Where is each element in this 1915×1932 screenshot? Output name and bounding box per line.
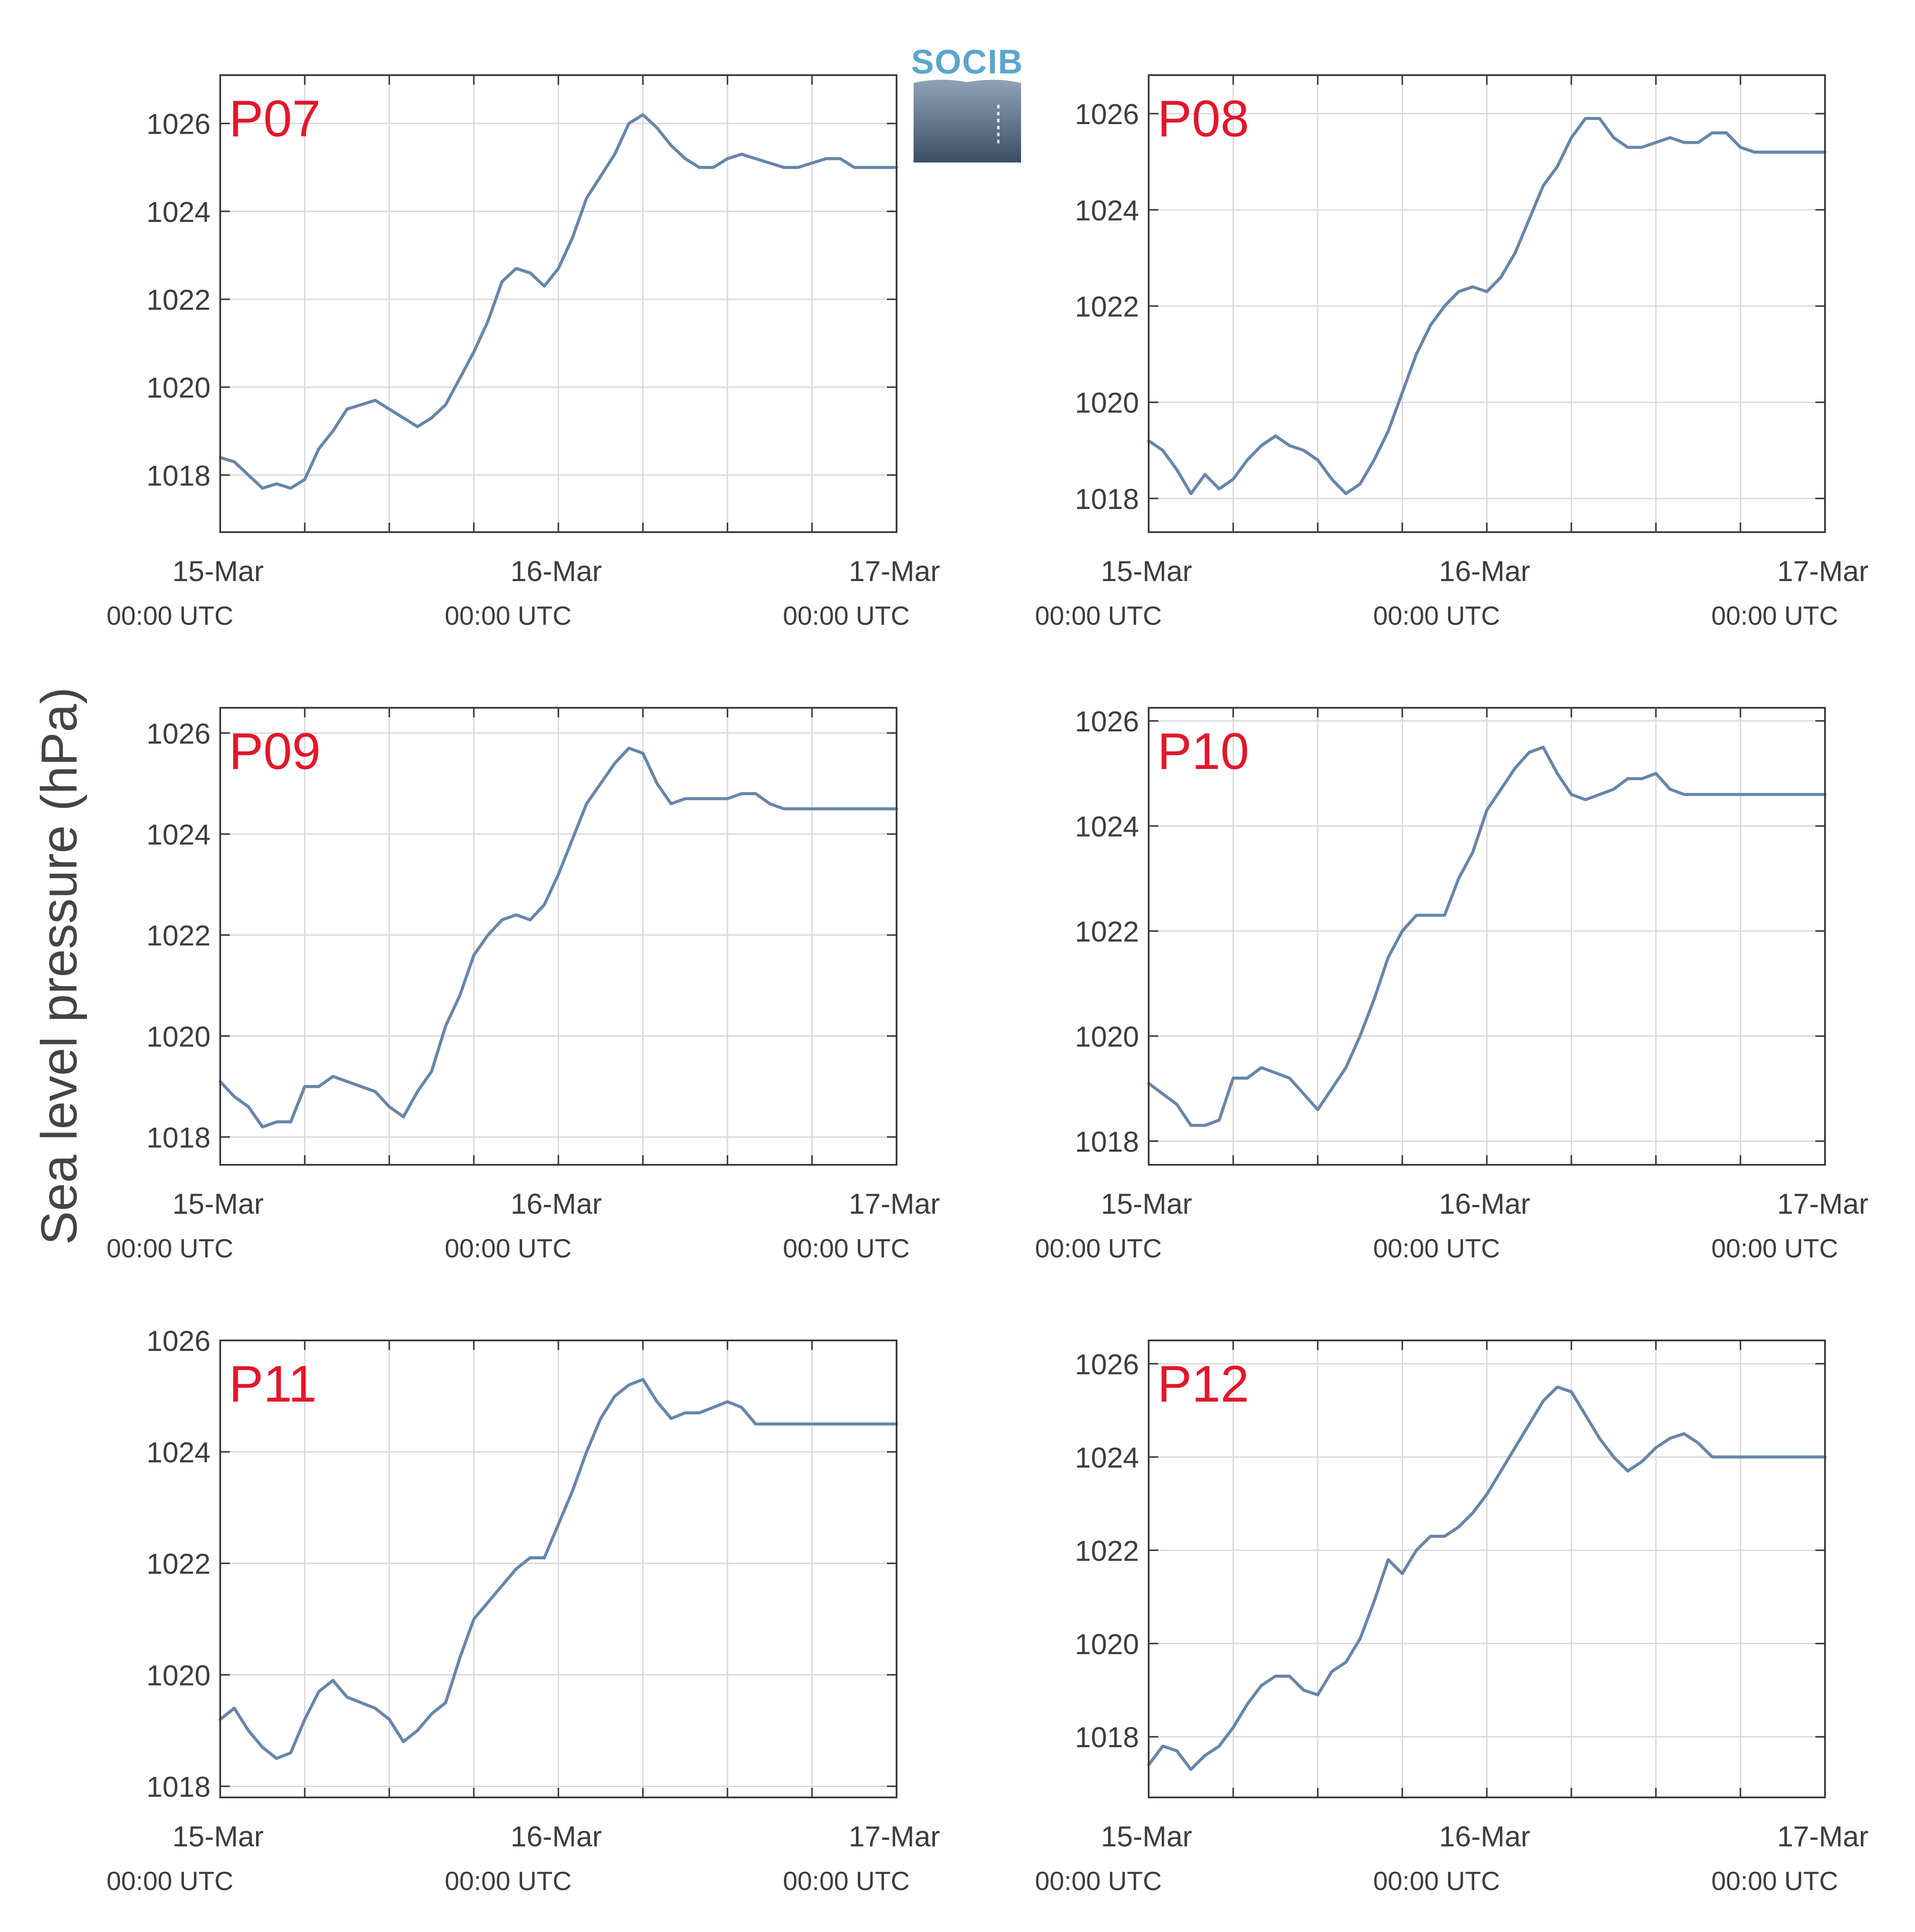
panel-p11: 1018 1020 1022 1024 1026 15-Mar 00:00 UTC 16-Ma… (107, 1325, 940, 1896)
x-tick-label: 17-Mar (848, 1188, 940, 1220)
x-tick-sublabel: 00:00 UTC (445, 601, 571, 630)
x-tick-sublabel: 00:00 UTC (445, 1234, 571, 1263)
y-tick-label: 1022 (1075, 1534, 1139, 1567)
x-tick-label: 15-Mar (1101, 1820, 1192, 1852)
y-tick-label: 1024 (1075, 1441, 1139, 1474)
x-tick-sublabel: 00:00 UTC (783, 1866, 910, 1896)
x-tick-label: 16-Mar (510, 1820, 602, 1852)
panel-p07: 1018 1020 1022 1024 1026 15-Mar 00:00 UTC 16-Ma… (107, 74, 940, 630)
x-tick-label: 15-Mar (172, 555, 263, 587)
y-tick-label: 1026 (1075, 705, 1139, 737)
y-tick-label: 1022 (1075, 291, 1139, 323)
series-line-p08 (1147, 117, 1827, 495)
y-tick-label: 1026 (146, 717, 211, 750)
y-tick-label: 1026 (146, 108, 211, 140)
y-tick-label: 1024 (146, 1436, 211, 1468)
axes-frame (219, 707, 897, 1166)
series-line-p12 (1147, 1385, 1827, 1771)
x-tick-label: 16-Mar (1439, 1188, 1530, 1220)
y-tick-label: 1022 (146, 919, 211, 952)
y-axis-label: Sea level pressure (hPa) (31, 687, 87, 1245)
x-tick-label: 15-Mar (1101, 1188, 1192, 1220)
logo-text: SOCIB (911, 42, 1023, 81)
y-tick-label: 1026 (1075, 1348, 1139, 1380)
x-tick-label: 16-Mar (510, 1188, 602, 1220)
y-tick-label: 1018 (146, 1121, 211, 1153)
x-tick-sublabel: 00:00 UTC (1711, 1234, 1838, 1263)
axes-frame (219, 1340, 897, 1798)
x-tick-label: 15-Mar (172, 1820, 263, 1852)
y-tick-label: 1022 (1075, 915, 1139, 948)
y-tick-label: 1018 (1075, 1721, 1139, 1753)
panel-p09: 1018 1020 1022 1024 1026 15-Mar 00:00 UTC 16-Ma… (107, 707, 940, 1263)
y-tick-label: 1024 (1075, 810, 1139, 843)
x-tick-label: 17-Mar (1777, 555, 1868, 587)
series-line-p11 (218, 1378, 898, 1760)
y-tick-label: 1018 (1075, 1125, 1139, 1158)
panel-title: P07 (229, 90, 321, 148)
y-tick-label: 1020 (146, 1020, 211, 1053)
y-tick-label: 1020 (1075, 387, 1139, 419)
panel-title: P11 (229, 1355, 317, 1413)
y-tick-label: 1018 (146, 1770, 211, 1803)
y-tick-label: 1020 (1075, 1628, 1139, 1660)
y-tick-label: 1024 (146, 196, 211, 228)
x-tick-label: 17-Mar (1777, 1188, 1868, 1220)
x-tick-sublabel: 00:00 UTC (107, 1234, 233, 1263)
series-line-p10 (1147, 745, 1827, 1127)
x-tick-sublabel: 00:00 UTC (783, 1234, 910, 1263)
y-tick-label: 1026 (146, 1325, 211, 1357)
x-tick-label: 17-Mar (1777, 1820, 1868, 1852)
x-tick-sublabel: 00:00 UTC (445, 1866, 571, 1896)
y-tick-label: 1024 (1075, 194, 1139, 226)
y-tick-label: 1018 (146, 459, 211, 492)
panel-p10: 1018 1020 1022 1024 1026 15-Mar 00:00 UTC 16-Ma… (1035, 705, 1869, 1263)
panel-p12: 1018 1020 1022 1024 1026 15-Mar 00:00 UTC 16-Ma… (1035, 1340, 1869, 1896)
x-tick-sublabel: 00:00 UTC (1373, 1234, 1500, 1263)
y-tick-label: 1024 (146, 818, 211, 851)
panel-title: P10 (1157, 723, 1249, 780)
socib-logo: SOCIB (911, 42, 1023, 163)
x-tick-sublabel: 00:00 UTC (107, 601, 233, 630)
y-tick-label: 1022 (146, 284, 211, 316)
x-tick-sublabel: 00:00 UTC (1035, 1866, 1162, 1896)
series-line-p07 (218, 113, 898, 490)
x-tick-sublabel: 00:00 UTC (1373, 601, 1500, 630)
panel-p08: 1018 1020 1022 1024 1026 15-Mar 00:00 UTC 16-Ma… (1035, 74, 1869, 630)
y-tick-label: 1026 (1075, 98, 1139, 130)
x-tick-label: 15-Mar (1101, 555, 1192, 587)
axes-frame (1148, 707, 1826, 1166)
x-tick-label: 15-Mar (172, 1188, 263, 1220)
panel-title: P12 (1157, 1355, 1249, 1413)
x-tick-sublabel: 00:00 UTC (1373, 1866, 1500, 1896)
panel-title: P08 (1157, 90, 1249, 148)
y-tick-label: 1020 (146, 371, 211, 404)
y-tick-label: 1022 (146, 1548, 211, 1580)
x-tick-sublabel: 00:00 UTC (1711, 1866, 1838, 1896)
x-tick-sublabel: 00:00 UTC (783, 601, 910, 630)
series-line-p09 (218, 747, 898, 1129)
x-tick-label: 16-Mar (1439, 555, 1530, 587)
panel-title: P09 (229, 723, 321, 780)
x-tick-label: 16-Mar (510, 555, 602, 587)
x-tick-label: 17-Mar (848, 555, 940, 587)
x-tick-sublabel: 00:00 UTC (107, 1866, 233, 1896)
x-tick-sublabel: 00:00 UTC (1035, 601, 1162, 630)
axes-frame (1148, 1340, 1826, 1798)
y-tick-label: 1020 (1075, 1020, 1139, 1053)
x-tick-sublabel: 00:00 UTC (1035, 1234, 1162, 1263)
x-tick-sublabel: 00:00 UTC (1711, 601, 1838, 630)
x-tick-label: 16-Mar (1439, 1820, 1530, 1852)
y-tick-label: 1018 (1075, 483, 1139, 515)
axes-frame (219, 74, 897, 533)
x-tick-label: 17-Mar (848, 1820, 940, 1852)
axes-frame (1148, 74, 1826, 533)
y-tick-label: 1020 (146, 1659, 211, 1691)
